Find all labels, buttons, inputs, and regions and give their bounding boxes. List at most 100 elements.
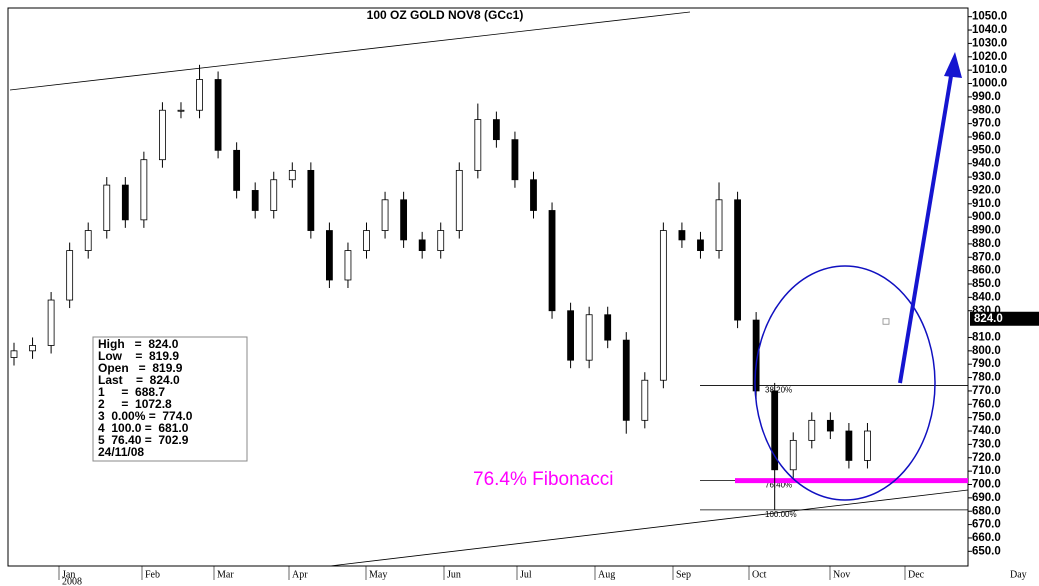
candle-body	[659, 230, 667, 381]
info-line: Low = 819.9	[98, 349, 179, 363]
info-line: Open = 819.9	[98, 361, 183, 375]
candle-body	[437, 230, 445, 251]
y-tick-label: 1040.0	[972, 24, 1007, 36]
last-price-box	[970, 311, 1039, 326]
y-tick-label: 920.0	[972, 184, 1001, 196]
candle-body	[715, 199, 723, 251]
x-tick-label: Feb	[145, 569, 160, 580]
candle-body	[455, 169, 463, 231]
y-tick-label: 700.0	[972, 479, 1001, 491]
chart-title: 100 OZ GOLD NOV8 (GCc1)	[367, 8, 524, 22]
candle-body	[530, 179, 537, 211]
y-tick-label: 940.0	[972, 158, 1001, 170]
info-line: High = 824.0	[98, 337, 179, 351]
y-tick-label: 730.0	[972, 438, 1001, 450]
fib-label: 76.40%	[765, 481, 792, 490]
y-tick-label: 890.0	[972, 225, 1001, 237]
y-tick-label: 670.0	[972, 519, 1001, 531]
y-tick-label: 840.0	[972, 291, 1001, 303]
y-tick-label: 780.0	[972, 372, 1001, 384]
x-tick-label: Jan	[62, 569, 75, 580]
candle-body	[622, 339, 630, 421]
candle-body	[214, 79, 222, 151]
candle-body	[363, 230, 370, 251]
candle-body	[752, 319, 760, 392]
candle-body	[882, 318, 890, 325]
y-tick-label: 770.0	[972, 385, 1001, 397]
y-tick-label: 790.0	[972, 358, 1001, 370]
y-tick-label: 1050.0	[972, 11, 1007, 23]
candle-body	[418, 239, 426, 251]
y-tick-label: 720.0	[972, 452, 1001, 464]
y-tick-label: 650.0	[972, 545, 1001, 557]
info-line: 1 = 688.7	[98, 385, 165, 399]
candle-body	[288, 169, 296, 181]
candle-body	[233, 149, 241, 191]
y-tick-label: 810.0	[972, 331, 1001, 343]
y-tick-label: 960.0	[972, 131, 1001, 143]
x-tick-label: Dec	[908, 569, 925, 580]
candle-body	[307, 169, 315, 231]
candle-body	[567, 310, 574, 361]
y-tick-label: 800.0	[972, 345, 1001, 357]
y-tick-label: 900.0	[972, 211, 1001, 223]
y-tick-label: 760.0	[972, 398, 1001, 410]
y-tick-label: 660.0	[972, 532, 1001, 544]
fib-label: 38.20%	[765, 386, 792, 395]
y-tick-label: 950.0	[972, 144, 1001, 156]
y-tick-label: 930.0	[972, 171, 1001, 183]
info-box	[92, 336, 248, 462]
candle-body	[29, 345, 36, 352]
fib-label: 100.00%	[765, 510, 797, 519]
x-unit-label: Day	[1010, 569, 1027, 580]
candle-body	[251, 190, 259, 211]
x-tick-label: Jul	[520, 569, 532, 580]
x-tick-label: Jun	[447, 569, 461, 580]
trend-line	[329, 489, 969, 567]
candle-body	[511, 139, 519, 181]
candle-body	[492, 119, 500, 141]
y-tick-label: 1020.0	[972, 51, 1007, 63]
y-tick-label: 880.0	[972, 238, 1001, 250]
candle-body	[66, 250, 74, 301]
y-tick-label: 690.0	[972, 492, 1001, 504]
candle-body	[474, 119, 482, 171]
y-tick-label: 680.0	[972, 505, 1001, 517]
candle-body	[789, 439, 797, 471]
candle-body	[196, 79, 203, 111]
candle-body	[344, 250, 352, 281]
candle-body	[10, 350, 18, 358]
candle-body	[678, 230, 686, 241]
y-tick-label: 850.0	[972, 278, 1001, 290]
candle-body	[845, 430, 853, 461]
y-tick-label: 990.0	[972, 91, 1001, 103]
y-tick-label: 750.0	[972, 412, 1001, 424]
arrow-shaft	[898, 69, 954, 384]
last-price-label: 824.0	[974, 313, 1003, 325]
candle-body	[400, 199, 408, 241]
candle-body	[84, 230, 92, 251]
candle-body	[641, 379, 649, 421]
y-tick-label: 910.0	[972, 198, 1001, 210]
candle-body	[177, 109, 185, 112]
x-tick-label: Mar	[217, 569, 234, 580]
y-tick-label: 1010.0	[972, 64, 1007, 76]
candle-body	[697, 239, 704, 251]
info-line: 24/11/08	[98, 445, 144, 459]
candle-body	[548, 210, 556, 312]
x-tick-label: Apr	[292, 569, 308, 580]
info-line: 3 0.00% = 774.0	[98, 409, 193, 423]
candle-body	[381, 199, 389, 231]
x-tick-label: Aug	[598, 569, 615, 580]
y-tick-label: 870.0	[972, 251, 1001, 263]
arrow-head	[944, 52, 962, 78]
x-tick-label: Oct	[752, 569, 767, 580]
candle-body	[140, 159, 148, 221]
highlight-ellipse	[754, 265, 936, 501]
candle-body	[159, 109, 166, 161]
annotation: 76.4% Fibonacci	[473, 469, 613, 490]
candle-body	[808, 419, 816, 441]
candle-body	[864, 430, 871, 461]
candle-body	[826, 419, 834, 432]
y-tick-label: 860.0	[972, 265, 1001, 277]
